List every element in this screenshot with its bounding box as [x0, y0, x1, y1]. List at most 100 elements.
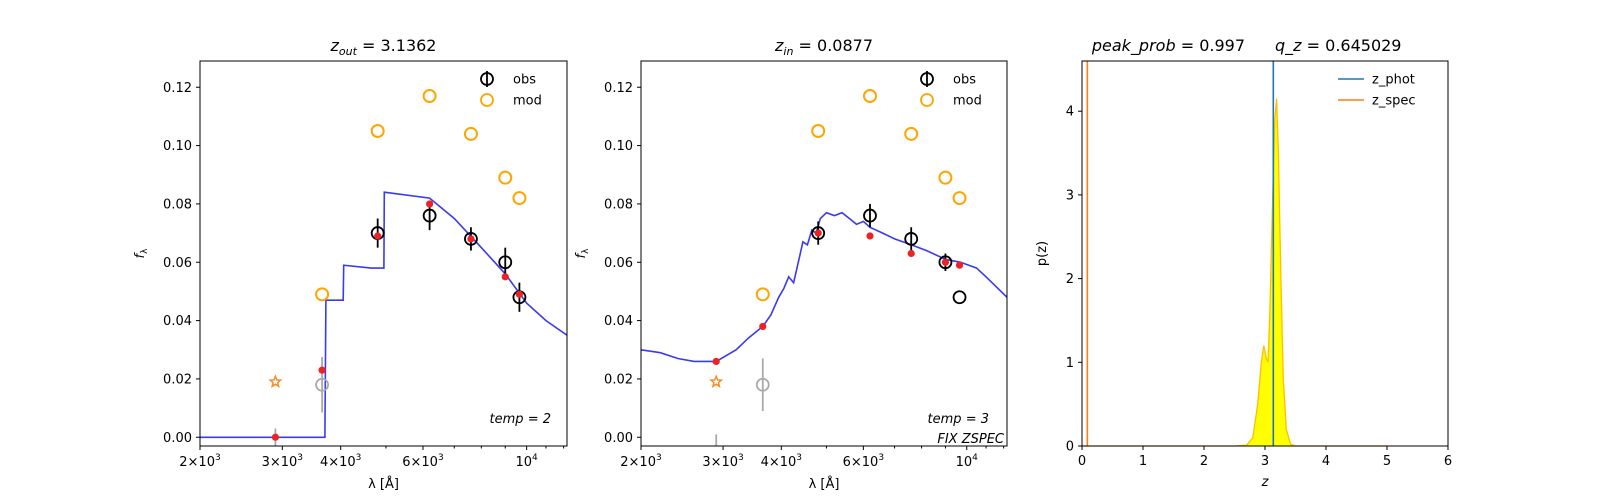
legend-label: obs: [513, 73, 536, 88]
model-flux-point: [501, 273, 509, 281]
title-value: = 3.1362: [357, 36, 437, 55]
legend-label: z_phot: [1372, 73, 1415, 88]
model-flux-point: [712, 357, 720, 366]
mod-point: [952, 191, 967, 206]
pz-fill: [1082, 98, 1387, 446]
panel-title: zin = 0.0877: [774, 36, 873, 58]
title-var: z: [330, 36, 340, 55]
x-tick-label: 104: [956, 453, 979, 470]
model-flux-point: [866, 232, 874, 240]
tick-exponent: 3: [656, 453, 662, 463]
y-tick-label: 0: [1066, 440, 1074, 455]
legend-label: mod: [513, 94, 542, 109]
tick-exponent: 3: [796, 453, 802, 463]
mod-point: [904, 126, 919, 141]
ylabel-main: f: [574, 251, 589, 258]
mod-point: [463, 126, 478, 141]
mod-point: [512, 191, 527, 206]
mod-point: [811, 124, 826, 138]
x-axis-label: λ [Å]: [368, 476, 399, 492]
tick-mantissa: 4×10: [761, 455, 797, 470]
y-tick-label: 0.04: [163, 314, 192, 329]
y-tick-label: 2: [1066, 272, 1074, 287]
y-tick-label: 4: [1066, 105, 1074, 120]
legend-marker: [480, 72, 494, 86]
tick-mantissa: 3×10: [262, 455, 298, 470]
pz-panel: 0 1 2 3 4 0 1 2 3 4 5 6 peak_prob = 0.997 q_z = 0.645…: [1035, 36, 1452, 490]
x-tick-label: 1: [1139, 454, 1147, 469]
title-sub: in: [783, 45, 793, 58]
title-var: peak_prob: [1091, 36, 1176, 56]
model-flux-point: [318, 366, 326, 374]
mod-point: [755, 287, 770, 302]
model-flux-point: [374, 232, 382, 240]
mod-point: [938, 170, 953, 185]
x-tick-label: 6: [1444, 454, 1452, 469]
tick-mantissa: 2×10: [179, 455, 215, 470]
tick-exponent: 3: [297, 453, 303, 463]
tick-exponent: 3: [356, 453, 362, 463]
axes-frame: [199, 60, 568, 447]
model-flux-point: [426, 200, 434, 208]
tick-exponent: 3: [215, 453, 221, 463]
x-tick-label: 6×103: [402, 453, 443, 470]
title-value: = 0.0877: [793, 36, 873, 55]
star-marker: [268, 374, 283, 388]
x-axis-label: λ [Å]: [809, 476, 840, 492]
mod-point: [370, 124, 385, 138]
y-tick-label: 0.02: [163, 372, 192, 387]
y-axis-label: p(z): [1035, 241, 1050, 266]
y-tick-label: 0.06: [163, 256, 192, 271]
panel-title: zout = 3.1362: [330, 36, 437, 58]
y-tick-label: 0.08: [163, 197, 192, 212]
mod-point: [862, 89, 877, 103]
legend-marker: [920, 72, 934, 86]
title-value: = 0.645029: [1302, 36, 1402, 55]
annotation: FIX ZSPEC: [937, 432, 1005, 447]
x-tick-label: 104: [516, 453, 539, 470]
tick-exponent: 3: [438, 453, 444, 463]
x-tick-label: 4: [1322, 454, 1330, 469]
tick-exponent: 4: [532, 453, 538, 463]
obs-point: [422, 208, 437, 223]
tick-mantissa: 10: [516, 455, 533, 470]
y-tick-label: 0.12: [163, 81, 192, 96]
title-value: = 0.997: [1176, 36, 1245, 55]
y-axis-label: fλ: [574, 248, 591, 259]
title-sub: out: [339, 45, 358, 58]
legend-label: z_spec: [1372, 94, 1416, 109]
title-var: q_z: [1275, 36, 1302, 56]
model-flux-point: [814, 229, 822, 237]
sed-panel-1: 0.000.020.040.060.080.100.122×103 3×103 4×…: [133, 36, 568, 492]
x-tick-label: 2×103: [179, 453, 220, 470]
ylabel-sub: λ: [140, 248, 150, 254]
axes-frame: [640, 60, 1008, 447]
y-tick-label: 0.06: [604, 256, 633, 271]
faint-obs-point: [315, 377, 329, 392]
pz-curve: [1082, 98, 1387, 447]
tick-mantissa: 3×10: [702, 455, 738, 470]
obs-point: [952, 290, 967, 305]
legend-marker: [920, 93, 934, 107]
model-flux-point: [941, 258, 950, 266]
x-tick-label: 2: [1200, 454, 1208, 469]
y-tick-label: 1: [1066, 356, 1074, 371]
model-flux-point: [759, 322, 767, 331]
y-tick-label: 3: [1066, 188, 1074, 203]
x-tick-label: 5: [1383, 454, 1391, 469]
obs-point: [464, 232, 478, 246]
y-tick-label: 0.00: [604, 431, 633, 446]
tick-mantissa: 10: [956, 455, 973, 470]
model-flux-point: [467, 235, 475, 243]
mod-point: [422, 89, 437, 103]
x-tick-label: 4×103: [761, 453, 802, 470]
x-tick-label: 0: [1078, 454, 1086, 469]
mod-point: [498, 170, 513, 185]
annotation: temp = 2: [490, 412, 551, 427]
tick-exponent: 3: [738, 453, 744, 463]
tick-exponent: 3: [878, 453, 884, 463]
legend-label: mod: [953, 94, 982, 109]
pz-title-qz: q_z = 0.645029: [1275, 36, 1401, 56]
obs-point: [938, 255, 953, 270]
